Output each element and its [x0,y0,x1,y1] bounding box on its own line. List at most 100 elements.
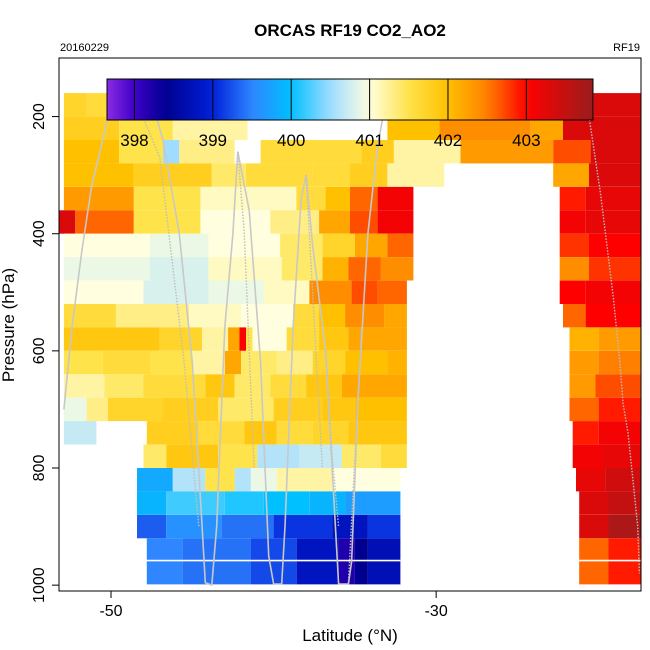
heatmap-cell [387,163,445,187]
heatmap-cell [319,327,349,351]
y-axis-label: Pressure (hPa) [0,268,18,382]
heatmap-cell [63,140,120,164]
heatmap-cell [322,397,355,422]
heatmap-cell [595,374,641,398]
surface-lines [143,559,641,586]
heatmap-cell [322,257,349,281]
heatmap-cell [589,233,641,258]
flight-track-line [305,175,324,469]
heatmap-cell [569,397,599,422]
heatmap-cell [257,444,300,468]
heatmap-cell [341,374,407,398]
heatmap-cell [234,468,251,492]
flight-track-line [588,116,641,574]
heatmap-cell [530,116,563,140]
y-tick-label: 600 [31,337,48,364]
heatmap-cell [553,163,589,187]
heatmap-cell [250,561,297,586]
heatmap-cell [63,374,105,398]
flight-track-line [237,151,255,469]
heatmap-cell [200,210,271,234]
colorbar-tick-label: 399 [199,131,227,150]
heatmap-cell [224,350,242,375]
heatmap-cell [585,304,641,328]
heatmap-cell [241,304,294,328]
heatmap-cell [218,444,258,468]
heatmap-cell [198,421,245,445]
heatmap-cells [59,93,641,586]
colorbar: 398 399 400 401 402 403 [106,78,594,150]
heatmap-cell [590,140,641,164]
heatmap-cell [133,210,201,234]
x-tick-label: -50 [99,603,122,620]
heatmap-cell [221,514,274,539]
heatmap-cell [63,93,87,117]
heatmap-cell [293,304,320,328]
y-tick-label: 1000 [31,567,48,603]
heatmap-cell [163,140,180,164]
heatmap-cell [252,327,287,351]
y-tick-label: 200 [31,103,48,130]
heatmap-cell [598,350,641,375]
heatmap-cell [244,421,277,445]
heatmap-cell [63,280,144,304]
heatmap-cell [172,468,206,492]
heatmap-cell [159,327,203,351]
heatmap-cell [163,397,219,422]
heatmap-cell [572,421,599,445]
heatmap-cell [286,327,320,351]
heatmap-cell [119,116,173,140]
heatmap-cell [553,140,591,164]
colorbar-tick-label: 400 [277,131,305,150]
heatmap-cell [263,280,310,304]
heatmap-cell [107,397,164,422]
heatmap-cell [179,140,235,164]
heatmap-cell [354,538,368,562]
heatmap-cell [348,421,407,445]
heatmap-cell [270,374,307,398]
heatmap-cell [608,514,641,539]
heatmap-cell [598,327,641,351]
heatmap-cell [377,280,407,304]
heatmap-cell [241,350,277,375]
y-tick-label: 400 [31,220,48,247]
heatmap-cell [182,538,251,562]
heatmap-cell [309,491,346,515]
heatmap-cell [387,116,440,140]
heatmap-cell [572,444,602,468]
heatmap-cell [345,491,401,515]
heatmap-cell [354,233,388,258]
x-axis-label: Latitude (°N) [302,626,398,645]
heatmap-cell [239,327,246,351]
heatmap-cell [319,304,346,328]
heatmap-cell [146,561,183,586]
heatmap-cell [273,514,333,539]
heatmap-cell [133,186,201,211]
heatmap-cell [312,350,346,375]
heatmap-cell [133,163,212,187]
heatmap-cell [119,140,164,164]
heatmap-cell [63,350,103,375]
chart-title: ORCAS RF19 CO2_AO2 [254,21,446,40]
flight-label: RF19 [613,42,640,54]
heatmap-cell [205,468,235,492]
heatmap-cell [202,327,229,351]
y-tick-label: 800 [31,455,48,482]
plot-frame [58,57,642,592]
heatmap-cell [354,397,407,422]
heatmap-cell [143,374,206,398]
colorbar-gradient [106,78,594,121]
heatmap-cell [309,280,352,304]
heatmap-cell [380,444,407,468]
flight-track-line [139,110,200,527]
heatmap-cell [312,163,350,187]
heatmap-cell [350,210,378,234]
heatmap-cell [137,468,173,492]
heatmap-cell [75,210,134,234]
heatmap-cell [348,257,381,281]
heatmap-cell [380,257,414,281]
heatmap-cell [367,561,401,586]
heatmap-cell [585,186,641,211]
heatmap-cell [377,210,414,234]
